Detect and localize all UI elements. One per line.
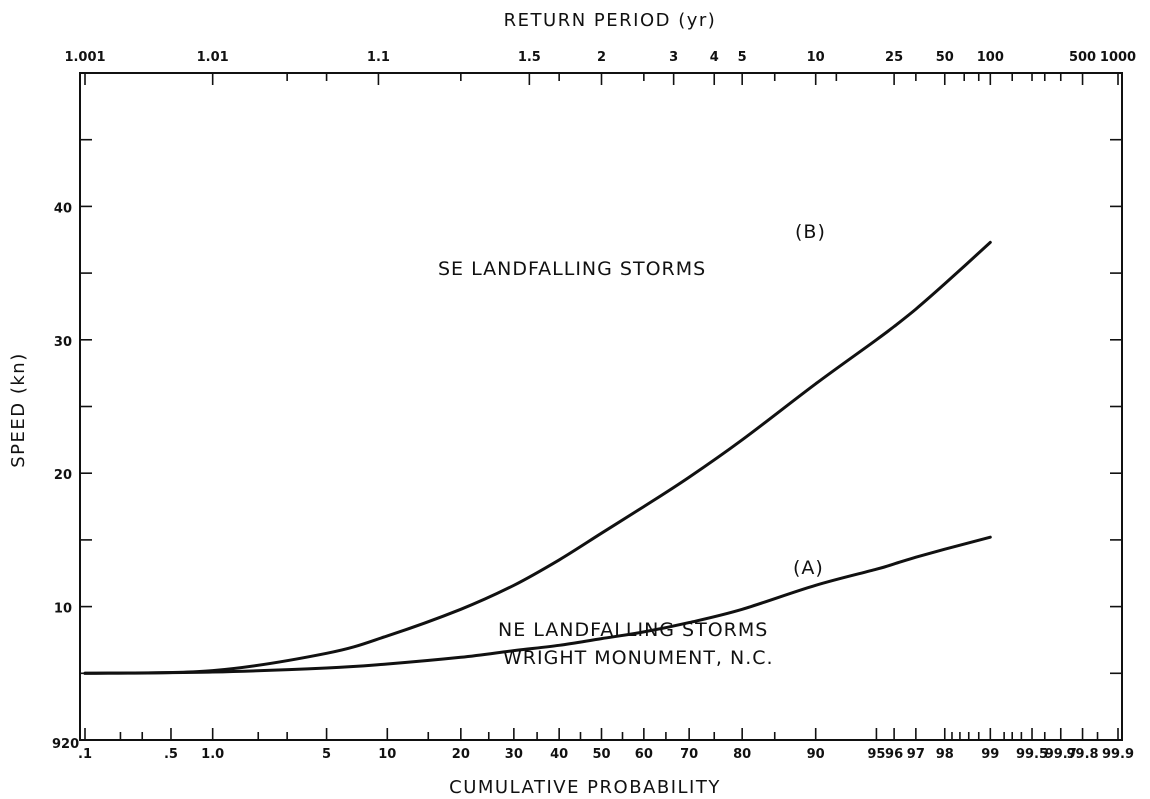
x-axis-title: CUMULATIVE PROBABILITY [449, 777, 721, 798]
top-tick-label: 50 [936, 50, 954, 65]
series-b-se-landfalling-line [83, 240, 992, 675]
y-tick-label: 30 [54, 335, 72, 350]
top-axis-title: RETURN PERIOD (yr) [504, 10, 717, 31]
top-tick-label: 10 [807, 50, 825, 65]
x-tick-label: 30 [505, 747, 523, 762]
top-tick-label: 5 [738, 50, 747, 65]
ne-storms-label: NE LANDFALLING STORMS [498, 619, 768, 641]
top-tick-label: 1.5 [518, 50, 541, 65]
x-tick-label: 60 [635, 747, 653, 762]
top-tick-label: 2 [597, 50, 606, 65]
bottom-axis-ticks: .1 .5 1.0 5 10 20 30 40 50 60 70 80 90 95 96 97 98 99 99.5… [78, 728, 1134, 762]
top-tick-label: 500 [1069, 50, 1096, 65]
y-tick-label: 40 [54, 201, 72, 216]
x-tick-label: 99.5 [1016, 747, 1048, 762]
x-tick-label: 95 [867, 747, 885, 762]
x-tick-label: 5 [322, 747, 331, 762]
top-tick-label: 100 [977, 50, 1004, 65]
x-tick-label: 90 [807, 747, 825, 762]
x-tick-label: 98 [936, 747, 954, 762]
corner-label: 920 [52, 737, 79, 752]
x-tick-label: .1 [78, 747, 92, 762]
y-tick-label: 10 [54, 602, 72, 617]
top-tick-label: 25 [885, 50, 903, 65]
top-tick-label: 1.01 [197, 50, 229, 65]
x-tick-label: 1.0 [201, 747, 224, 762]
y-axis-ticks: 10 20 30 40 [54, 138, 1122, 675]
y-tick-label: 20 [54, 468, 72, 483]
y-axis-title: SPEED (kn) [8, 352, 29, 468]
x-tick-label: 40 [550, 747, 568, 762]
top-tick-label: 1.1 [367, 50, 390, 65]
top-tick-label: 1.001 [64, 50, 105, 65]
se-storms-label: SE LANDFALLING STORMS [438, 258, 706, 280]
x-tick-label: 99.8 [1067, 747, 1099, 762]
x-tick-label: 97 [907, 747, 925, 762]
x-tick-label: 50 [592, 747, 610, 762]
wright-monument-label: WRIGHT MONUMENT, N.C. [503, 647, 774, 669]
series-layer [83, 240, 992, 675]
top-tick-label: 3 [669, 50, 678, 65]
top-tick-label: 4 [710, 50, 719, 65]
x-tick-label: 10 [378, 747, 396, 762]
x-tick-label: 70 [680, 747, 698, 762]
series-a-ne-landfalling-line [83, 535, 992, 675]
x-tick-label: 99.9 [1102, 747, 1134, 762]
x-tick-label: 96 [885, 747, 903, 762]
x-tick-label: 99.7 [1045, 747, 1077, 762]
top-tick-label: 1000 [1100, 50, 1136, 65]
curve-a-marker: (A) [793, 557, 824, 579]
x-tick-label: .5 [164, 747, 178, 762]
x-tick-label: 80 [733, 747, 751, 762]
x-tick-label: 20 [452, 747, 470, 762]
top-axis-ticks: 1.001 1.01 1.1 1.5 2 3 4 5 10 25 50 100 500 1000 [64, 50, 1136, 85]
curve-b-marker: (B) [795, 221, 826, 243]
x-tick-label: 99 [981, 747, 999, 762]
